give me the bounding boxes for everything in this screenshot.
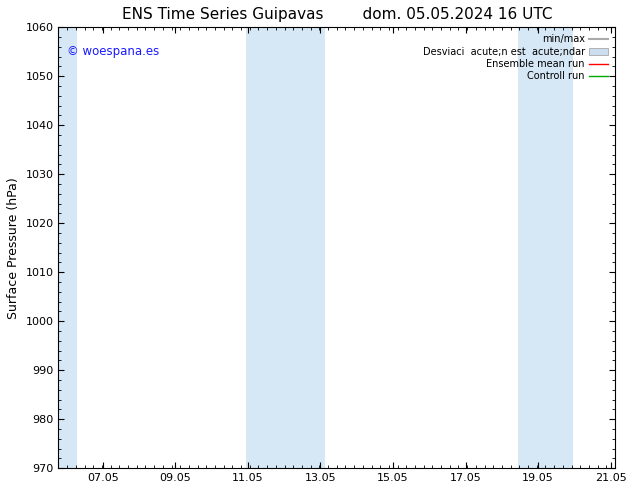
Text: © woespana.es: © woespana.es (67, 45, 159, 58)
Title: ENS Time Series Guipavas        dom. 05.05.2024 16 UTC: ENS Time Series Guipavas dom. 05.05.2024… (122, 7, 552, 22)
Y-axis label: Surface Pressure (hPa): Surface Pressure (hPa) (7, 177, 20, 318)
Bar (58, 27, 77, 468)
Legend: min/max, Desviaci  acute;n est  acute;ndar, Ensemble mean run, Controll run: min/max, Desviaci acute;n est acute;ndar… (421, 32, 610, 83)
Bar (246, 27, 325, 468)
Bar (518, 27, 573, 468)
